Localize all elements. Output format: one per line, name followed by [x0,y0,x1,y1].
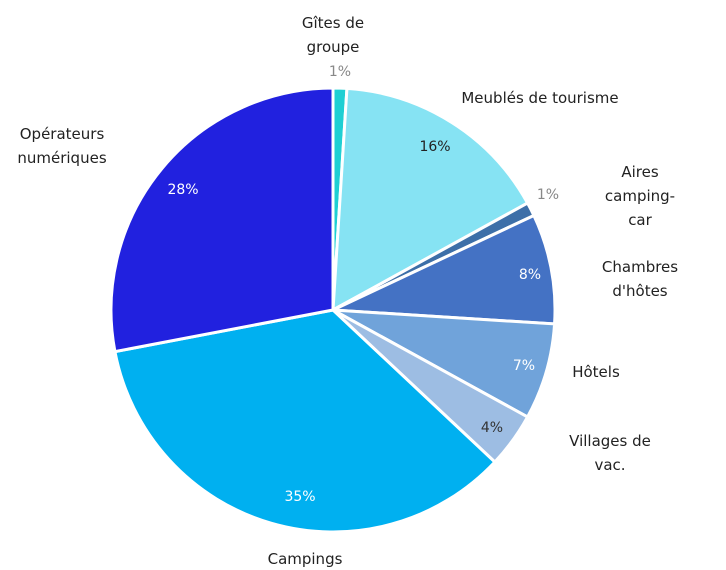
category-label: Aires camping-car [604,163,676,229]
pie-slice [113,308,497,534]
category-label: Chambres d'hôtes [601,258,679,300]
category-label: Villages de vac. [569,432,651,474]
category-label: Meublés de tourisme [461,89,619,107]
pie-slice [332,213,557,326]
category-label: Opérateurs numériques [17,125,107,167]
category-label: Campings [267,550,343,568]
pie-slice [331,86,530,313]
category-label: Hôtels [572,363,620,381]
value-label: 16% [419,139,450,155]
value-label: 8% [519,267,541,283]
category-label: Gîtes de groupe [301,14,365,56]
value-label: 1% [537,187,559,203]
value-label: 1% [329,64,351,80]
value-label: 4% [481,420,503,436]
pie-slice [109,86,335,354]
value-label: 35% [284,489,315,505]
value-label: 7% [513,358,535,374]
value-label: 28% [167,182,198,198]
